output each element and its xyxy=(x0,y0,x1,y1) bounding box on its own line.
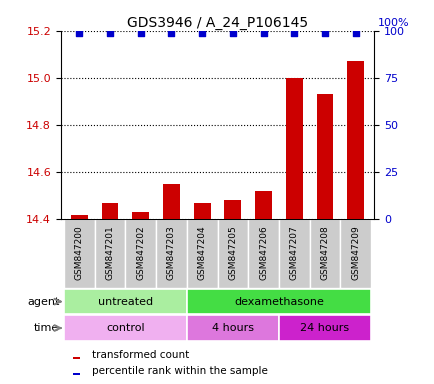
Point xyxy=(137,30,144,36)
Text: GSM847206: GSM847206 xyxy=(259,225,267,280)
Text: GSM847201: GSM847201 xyxy=(105,225,114,280)
Bar xyxy=(132,212,149,219)
Bar xyxy=(285,78,302,219)
Text: untreated: untreated xyxy=(98,296,153,307)
Text: dexamethasone: dexamethasone xyxy=(233,296,323,307)
FancyBboxPatch shape xyxy=(217,219,248,288)
FancyBboxPatch shape xyxy=(248,219,278,288)
Text: GSM847205: GSM847205 xyxy=(228,225,237,280)
Text: time: time xyxy=(34,323,59,333)
Point xyxy=(260,30,266,36)
FancyBboxPatch shape xyxy=(156,219,186,288)
FancyBboxPatch shape xyxy=(64,315,186,341)
Bar xyxy=(193,203,210,219)
Bar xyxy=(316,94,332,219)
FancyBboxPatch shape xyxy=(95,219,125,288)
FancyBboxPatch shape xyxy=(186,219,217,288)
Bar xyxy=(254,191,271,219)
Text: GSM847204: GSM847204 xyxy=(197,225,206,280)
Point xyxy=(352,30,358,36)
Title: GDS3946 / A_24_P106145: GDS3946 / A_24_P106145 xyxy=(127,16,307,30)
FancyBboxPatch shape xyxy=(278,219,309,288)
Text: control: control xyxy=(106,323,145,333)
Bar xyxy=(73,358,79,359)
FancyBboxPatch shape xyxy=(186,289,370,314)
FancyBboxPatch shape xyxy=(186,315,278,341)
Point xyxy=(198,30,205,36)
Bar xyxy=(346,61,363,219)
Text: transformed count: transformed count xyxy=(92,350,189,360)
Text: 4 hours: 4 hours xyxy=(211,323,253,333)
Text: GSM847207: GSM847207 xyxy=(289,225,298,280)
FancyBboxPatch shape xyxy=(278,315,370,341)
Bar xyxy=(73,373,79,375)
Text: GSM847202: GSM847202 xyxy=(136,225,145,280)
Text: GSM847203: GSM847203 xyxy=(167,225,175,280)
Point xyxy=(229,30,236,36)
Text: GSM847200: GSM847200 xyxy=(75,225,84,280)
FancyBboxPatch shape xyxy=(64,289,186,314)
Text: GSM847209: GSM847209 xyxy=(350,225,359,280)
FancyBboxPatch shape xyxy=(125,219,156,288)
Bar xyxy=(102,203,118,219)
Point xyxy=(106,30,113,36)
Text: agent: agent xyxy=(27,296,59,307)
Text: 24 hours: 24 hours xyxy=(300,323,349,333)
Point xyxy=(76,30,82,36)
Bar xyxy=(224,200,241,219)
Point xyxy=(321,30,328,36)
Text: GSM847208: GSM847208 xyxy=(320,225,329,280)
FancyBboxPatch shape xyxy=(309,219,339,288)
Bar xyxy=(71,215,88,219)
Text: 100%: 100% xyxy=(378,18,409,28)
FancyBboxPatch shape xyxy=(64,219,95,288)
Bar xyxy=(163,184,180,219)
Point xyxy=(290,30,297,36)
Text: percentile rank within the sample: percentile rank within the sample xyxy=(92,366,267,376)
Point xyxy=(168,30,174,36)
FancyBboxPatch shape xyxy=(339,219,370,288)
